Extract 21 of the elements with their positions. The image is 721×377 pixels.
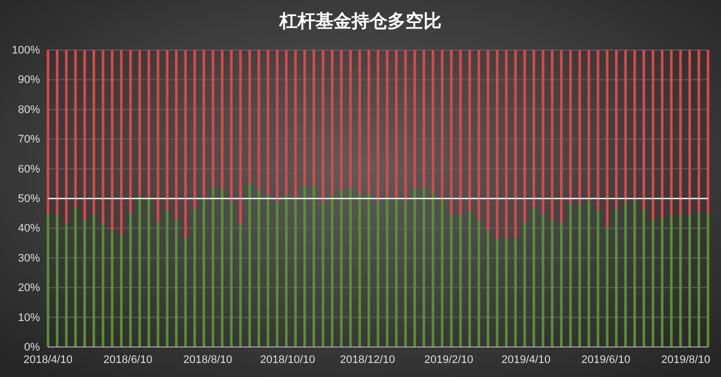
y-tick-label: 70% xyxy=(18,134,40,146)
x-tick-label: 2018/12/10 xyxy=(340,354,396,366)
x-tick-label: 2019/4/10 xyxy=(502,354,550,366)
y-tick-label: 80% xyxy=(18,104,40,116)
y-tick-label: 90% xyxy=(18,74,40,86)
y-tick-label: 30% xyxy=(18,252,40,264)
y-tick-label: 40% xyxy=(18,222,40,235)
chart-title: 杠杆基金持仓多空比 xyxy=(278,11,442,31)
x-tick-label: 2019/2/10 xyxy=(424,354,474,366)
y-tick-label: 0% xyxy=(24,342,40,354)
x-tick-label: 2018/6/10 xyxy=(103,354,152,366)
y-tick-label: 60% xyxy=(18,163,40,176)
x-tick-label: 2019/6/10 xyxy=(581,354,630,366)
x-tick-label: 2018/4/10 xyxy=(24,354,72,366)
y-tick-label: 100% xyxy=(12,44,40,57)
x-tick-label: 2018/8/10 xyxy=(183,354,232,366)
y-tick-label: 50% xyxy=(18,193,40,206)
x-tick-label: 2018/10/10 xyxy=(260,354,316,366)
y-tick-label: 10% xyxy=(18,312,40,324)
y-tick-label: 20% xyxy=(18,282,40,294)
x-tick-label: 2019/8/10 xyxy=(661,354,710,366)
